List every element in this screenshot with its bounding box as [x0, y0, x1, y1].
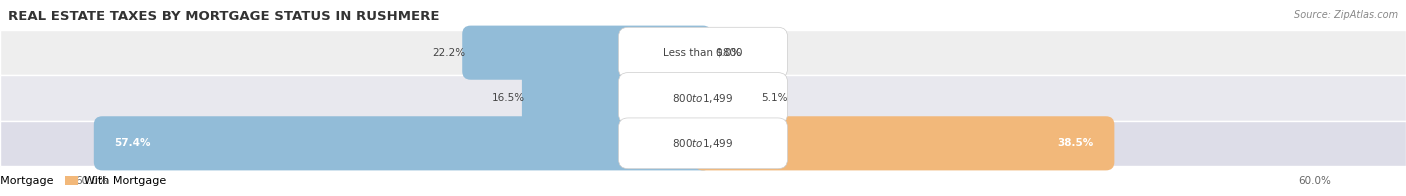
Text: 60.0%: 60.0%	[75, 176, 108, 186]
FancyBboxPatch shape	[695, 71, 765, 125]
Text: 16.5%: 16.5%	[492, 93, 526, 103]
Text: 5.1%: 5.1%	[762, 93, 787, 103]
FancyBboxPatch shape	[463, 26, 711, 80]
FancyBboxPatch shape	[94, 116, 711, 170]
FancyBboxPatch shape	[0, 30, 1406, 75]
Text: REAL ESTATE TAXES BY MORTGAGE STATUS IN RUSHMERE: REAL ESTATE TAXES BY MORTGAGE STATUS IN …	[8, 10, 440, 23]
FancyBboxPatch shape	[619, 27, 787, 78]
Legend: Without Mortgage, With Mortgage: Without Mortgage, With Mortgage	[0, 171, 170, 191]
Text: 22.2%: 22.2%	[433, 48, 465, 58]
Text: 0.0%: 0.0%	[716, 48, 741, 58]
FancyBboxPatch shape	[0, 121, 1406, 166]
FancyBboxPatch shape	[695, 116, 1115, 170]
Text: $800 to $1,499: $800 to $1,499	[672, 92, 734, 104]
Text: 38.5%: 38.5%	[1057, 138, 1094, 148]
FancyBboxPatch shape	[522, 71, 711, 125]
FancyBboxPatch shape	[0, 75, 1406, 121]
FancyBboxPatch shape	[619, 118, 787, 169]
FancyBboxPatch shape	[619, 73, 787, 123]
Text: Source: ZipAtlas.com: Source: ZipAtlas.com	[1294, 10, 1398, 20]
Text: 57.4%: 57.4%	[114, 138, 150, 148]
Text: $800 to $1,499: $800 to $1,499	[672, 137, 734, 150]
Text: 60.0%: 60.0%	[1298, 176, 1331, 186]
Text: Less than $800: Less than $800	[664, 48, 742, 58]
